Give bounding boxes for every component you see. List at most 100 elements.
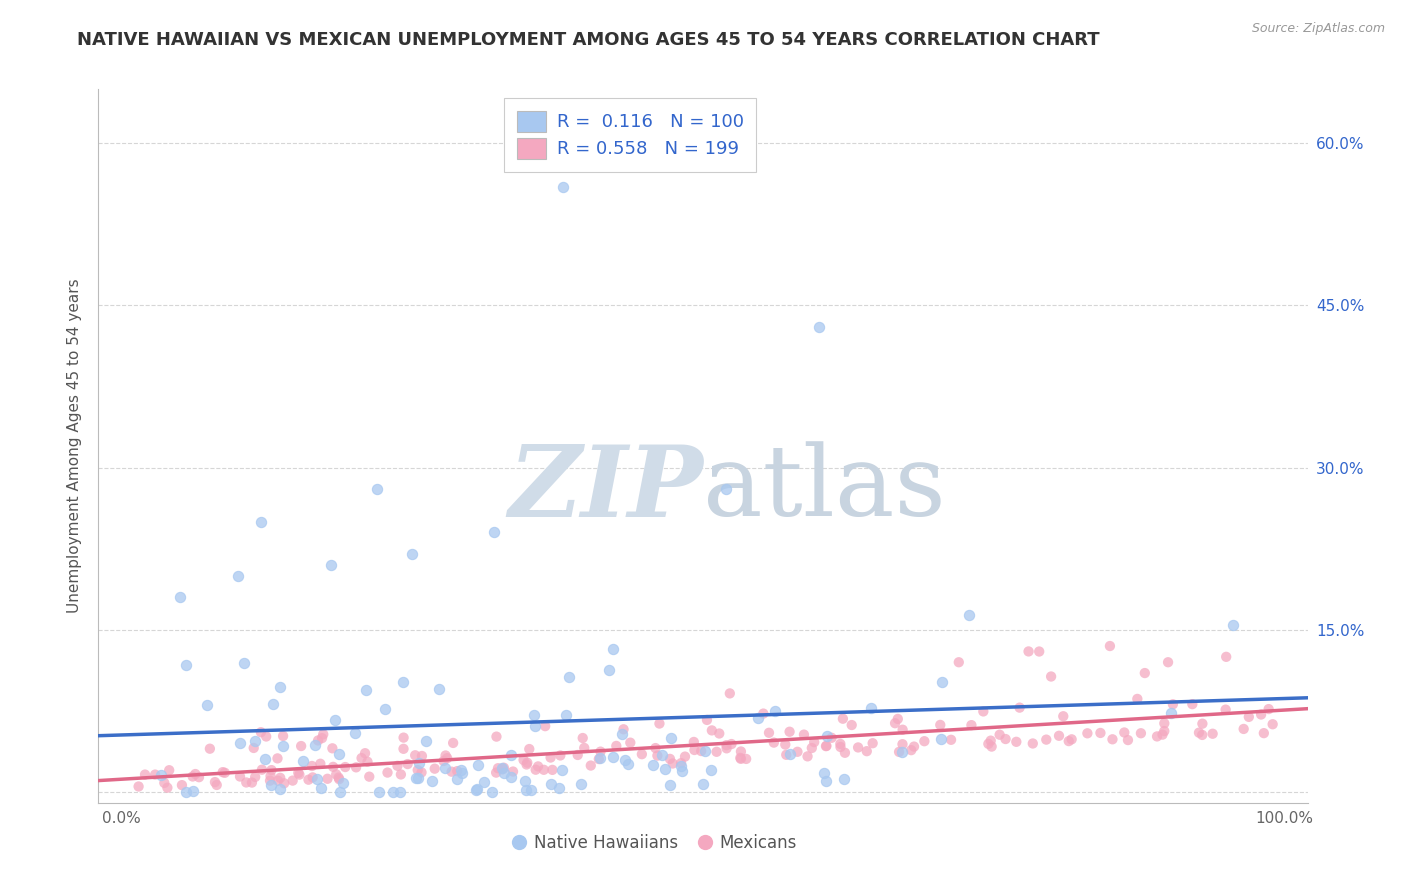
Point [550, 748, 572, 763]
Point [292, 754, 315, 768]
Point [1233, 722, 1256, 736]
Point [1157, 655, 1180, 669]
Point [553, 179, 575, 194]
Point [890, 745, 912, 759]
Point [329, 785, 352, 799]
Point [415, 734, 437, 748]
Point [388, 785, 411, 799]
Point [1005, 735, 1028, 749]
Point [229, 736, 252, 750]
Point [408, 756, 430, 771]
Point [1028, 644, 1050, 658]
Point [169, 591, 191, 605]
Point [695, 744, 717, 758]
Point [786, 745, 808, 759]
Point [287, 765, 309, 780]
Point [588, 752, 610, 766]
Point [948, 655, 970, 669]
Point [359, 770, 381, 784]
Point [1201, 727, 1223, 741]
Point [589, 751, 612, 765]
Point [589, 745, 612, 759]
Point [1160, 706, 1182, 720]
Point [692, 776, 714, 790]
Point [752, 706, 775, 721]
Point [356, 755, 378, 769]
Point [1076, 726, 1098, 740]
Point [891, 723, 914, 737]
Point [242, 741, 264, 756]
Text: atlas: atlas [703, 441, 946, 537]
Point [301, 771, 323, 785]
Point [515, 783, 537, 797]
Point [433, 761, 456, 775]
Point [316, 772, 339, 786]
Point [233, 656, 256, 670]
Point [486, 761, 509, 775]
Point [181, 784, 204, 798]
Point [512, 753, 534, 767]
Point [830, 739, 852, 754]
Point [912, 734, 935, 748]
Point [321, 741, 343, 756]
Point [814, 739, 837, 754]
Point [567, 747, 589, 762]
Point [1146, 730, 1168, 744]
Point [1153, 716, 1175, 731]
Point [350, 751, 373, 765]
Point [374, 702, 396, 716]
Point [273, 776, 295, 790]
Point [434, 748, 457, 763]
Point [322, 760, 344, 774]
Point [830, 737, 852, 751]
Point [271, 739, 294, 754]
Point [1008, 700, 1031, 714]
Point [520, 783, 543, 797]
Point [659, 731, 682, 745]
Point [143, 767, 166, 781]
Point [250, 725, 273, 739]
Point [229, 770, 252, 784]
Point [554, 708, 576, 723]
Point [716, 482, 738, 496]
Point [174, 657, 197, 672]
Point [730, 745, 752, 759]
Point [1181, 697, 1204, 711]
Point [328, 747, 350, 761]
Point [153, 776, 176, 790]
Point [815, 739, 838, 753]
Point [673, 749, 696, 764]
Point [793, 728, 815, 742]
Point [404, 748, 426, 763]
Text: Source: ZipAtlas.com: Source: ZipAtlas.com [1251, 22, 1385, 36]
Point [226, 568, 249, 582]
Point [648, 716, 671, 731]
Point [658, 752, 681, 766]
Point [243, 770, 266, 784]
Point [610, 727, 633, 741]
Point [720, 737, 742, 751]
Point [485, 765, 508, 780]
Point [1191, 728, 1213, 742]
Point [301, 759, 323, 773]
Point [423, 762, 446, 776]
Point [571, 731, 593, 745]
Point [150, 768, 173, 782]
Point [262, 697, 284, 711]
Point [451, 766, 474, 780]
Point [401, 547, 423, 561]
Point [669, 759, 692, 773]
Point [517, 742, 540, 756]
Point [436, 751, 458, 765]
Point [522, 707, 544, 722]
Point [288, 767, 311, 781]
Point [931, 674, 953, 689]
Point [813, 766, 835, 780]
Point [939, 732, 962, 747]
Point [647, 748, 669, 763]
Point [325, 767, 347, 781]
Point [269, 681, 291, 695]
Point [389, 767, 412, 781]
Point [328, 772, 350, 787]
Point [834, 746, 856, 760]
